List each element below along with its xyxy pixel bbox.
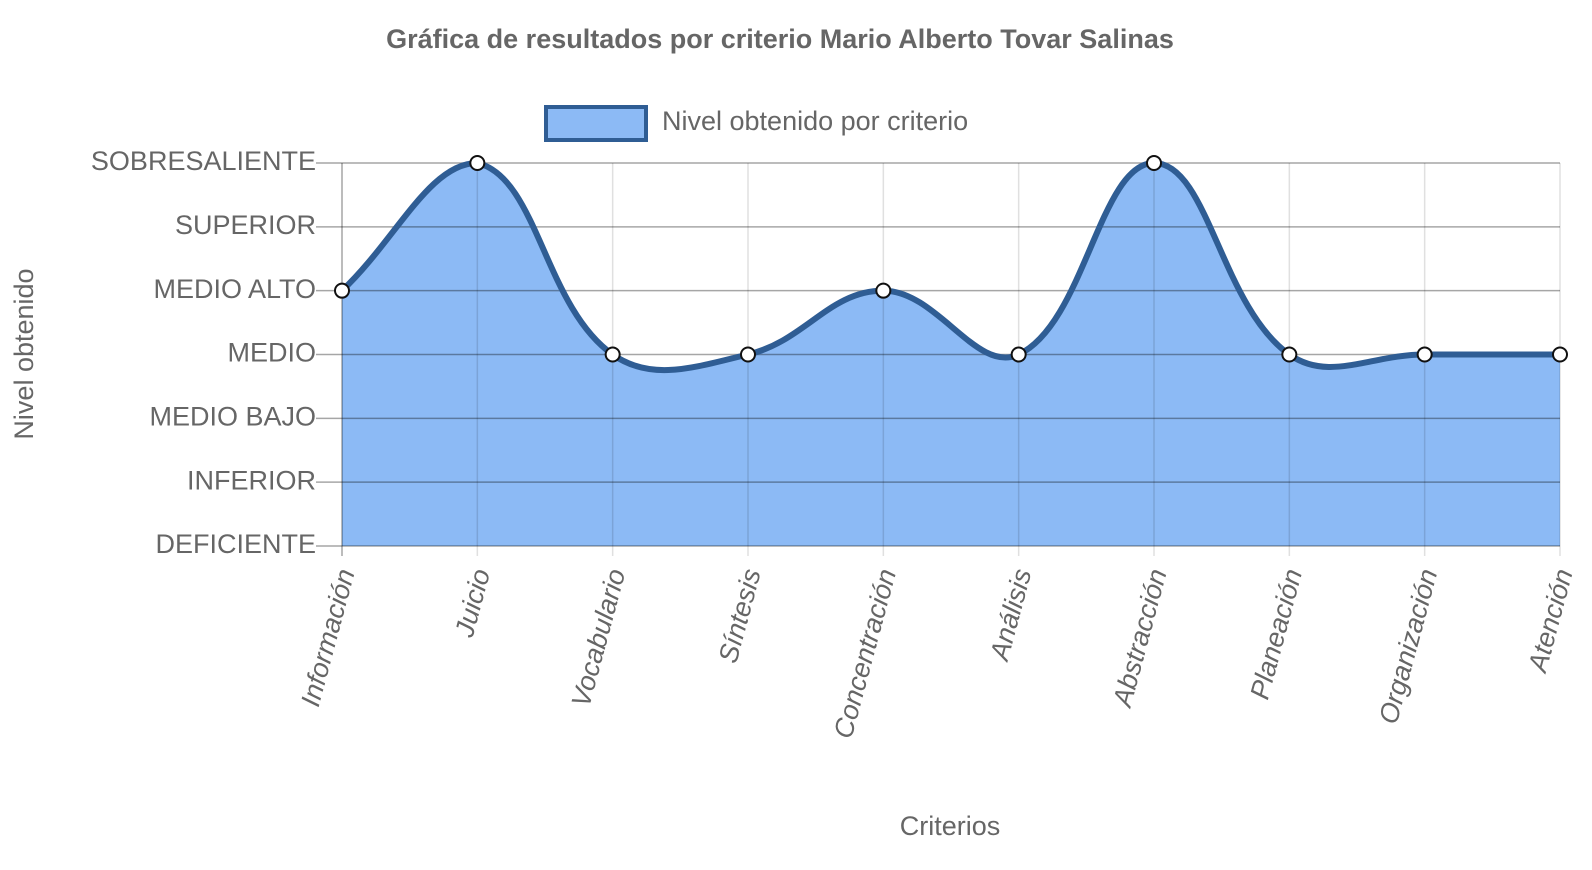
x-tick-label: Síntesis bbox=[713, 566, 767, 667]
legend-label: Nivel obtenido por criterio bbox=[662, 106, 968, 136]
y-tick-label: MEDIO bbox=[227, 338, 316, 368]
y-tick-label: DEFICIENTE bbox=[155, 529, 316, 559]
point bbox=[740, 346, 756, 363]
y-tick-label: MEDIO BAJO bbox=[149, 401, 316, 431]
point bbox=[469, 155, 486, 171]
x-tick-label: Atención bbox=[1522, 566, 1579, 677]
area bbox=[342, 163, 1560, 546]
x-tick-label: Planeación bbox=[1244, 566, 1308, 703]
point bbox=[1281, 346, 1298, 363]
x-tick-label: Abstracción bbox=[1107, 566, 1173, 712]
y-tick-label: SUPERIOR bbox=[175, 210, 316, 240]
line bbox=[339, 159, 1560, 374]
point bbox=[1010, 346, 1027, 363]
point bbox=[604, 346, 621, 363]
point bbox=[1552, 346, 1568, 363]
x-tick-label: Concentración bbox=[828, 566, 902, 742]
y-tick-label: SOBRESALIENTE bbox=[91, 146, 316, 176]
x-tick-label: Vocabulario bbox=[566, 566, 632, 711]
point bbox=[1146, 155, 1162, 171]
y-axis-label: Nivel obtenido bbox=[9, 268, 39, 439]
point bbox=[1416, 346, 1433, 363]
x-axis-label: Criterios bbox=[900, 811, 1001, 841]
legend-swatch bbox=[544, 105, 648, 142]
y-tick-label: INFERIOR bbox=[187, 465, 316, 495]
y-tick-label: MEDIO ALTO bbox=[153, 274, 316, 304]
chart-title: Gráfica de resultados por criterio Mario… bbox=[386, 24, 1174, 54]
x-tick-label: Organización bbox=[1373, 566, 1443, 727]
point bbox=[334, 282, 350, 299]
x-tick-label: Información bbox=[295, 566, 360, 710]
x-tick-label: Análisis bbox=[984, 566, 1038, 666]
point bbox=[875, 282, 892, 299]
x-tick-label: Juicio bbox=[449, 566, 496, 641]
